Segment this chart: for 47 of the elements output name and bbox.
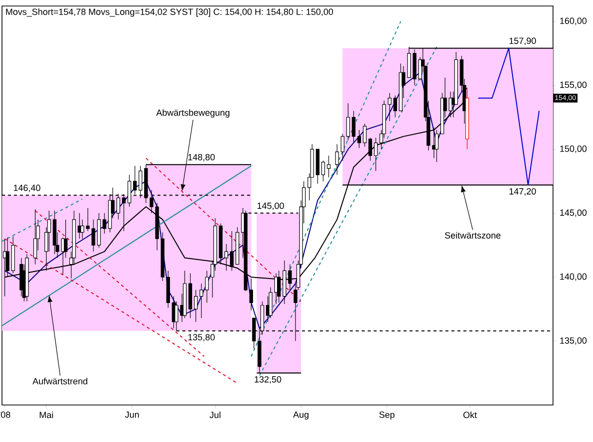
candlestick <box>388 92 392 122</box>
x-tick-label: Jun <box>125 412 139 418</box>
y-tick-label: 140,00 <box>560 273 587 281</box>
y-tick-label: 135,00 <box>560 337 587 345</box>
candlestick <box>86 208 90 232</box>
candlestick <box>434 130 439 162</box>
candlestick <box>357 130 362 148</box>
data-label: 132,50 <box>254 376 282 384</box>
candlestick <box>368 137 372 162</box>
data-label: 135,80 <box>188 334 215 342</box>
y-tick-label: 160,00 <box>560 18 587 26</box>
x-tick-label: Okt <box>463 412 477 418</box>
data-label: 157,90 <box>510 38 536 45</box>
candlestick <box>200 283 204 318</box>
candlestick <box>230 230 234 272</box>
y-tick-label: 155,00 <box>560 82 587 89</box>
annotation: Abwärtsbewegung <box>156 109 230 118</box>
x-tick-label: Sep <box>379 412 394 420</box>
data-label: 147,20 <box>510 188 536 196</box>
candlestick <box>128 174 132 208</box>
candlestick <box>374 137 378 172</box>
y-tick-label: 145,00 <box>560 209 587 217</box>
candlestick <box>33 209 38 265</box>
candlestick <box>362 123 367 147</box>
candlestick <box>352 110 356 144</box>
line-series <box>478 48 540 186</box>
candlestick <box>326 155 331 178</box>
chart-title: Movs_Short=154,78 Movs_Long=154,02 SYST [30] C: 154,00 H: 154,80 L: 150,00 <box>6 8 334 17</box>
y-tick-label: 150,00 <box>560 146 587 153</box>
candlestick <box>268 287 272 318</box>
x-tick-label: Jul <box>210 412 220 418</box>
candlestick <box>205 270 209 303</box>
data-label: 148,80 <box>188 154 215 162</box>
candlestick <box>92 219 96 252</box>
x-tick-label: Mai <box>40 412 53 418</box>
annotation: Aufwärtstrend <box>32 378 88 384</box>
data-label: 146,40 <box>14 184 40 192</box>
annotation: Seitwärtszone <box>444 232 500 239</box>
candlestick <box>346 102 350 141</box>
candlestick <box>80 219 84 240</box>
candlestick <box>224 244 228 272</box>
candlestick <box>64 219 68 258</box>
candlestick <box>393 95 398 118</box>
candlestick <box>321 160 326 182</box>
data-label: 145,00 <box>258 202 284 210</box>
x-tick-label: Aug <box>293 412 308 420</box>
candlestick <box>194 290 198 322</box>
